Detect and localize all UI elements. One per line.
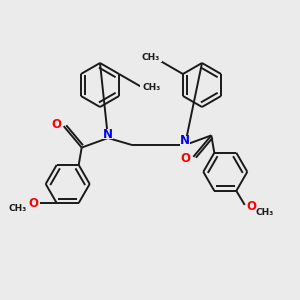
Text: O: O [247,200,257,213]
FancyBboxPatch shape [7,203,29,213]
FancyBboxPatch shape [247,202,257,212]
FancyBboxPatch shape [52,119,62,129]
Text: O: O [28,196,38,209]
FancyBboxPatch shape [140,83,162,93]
Text: CH₃: CH₃ [142,52,160,62]
FancyBboxPatch shape [180,154,190,164]
FancyBboxPatch shape [254,208,276,218]
FancyBboxPatch shape [103,129,113,139]
Text: O: O [180,152,190,165]
Text: CH₃: CH₃ [256,208,274,217]
Text: N: N [103,128,113,140]
Text: N: N [180,134,190,148]
FancyBboxPatch shape [140,52,162,62]
Text: O: O [52,118,62,130]
Text: CH₃: CH₃ [9,203,27,212]
Text: CH₃: CH₃ [142,83,160,92]
FancyBboxPatch shape [180,136,190,146]
FancyBboxPatch shape [28,198,38,208]
